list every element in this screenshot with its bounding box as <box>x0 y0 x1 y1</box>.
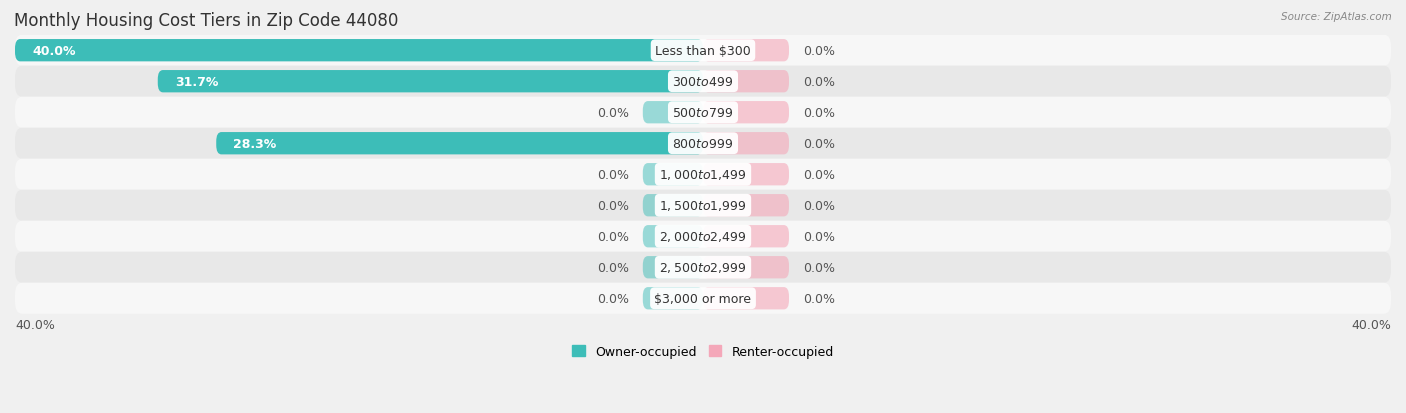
Text: 0.0%: 0.0% <box>803 107 835 119</box>
FancyBboxPatch shape <box>15 40 703 62</box>
FancyBboxPatch shape <box>703 71 789 93</box>
Text: $1,500 to $1,999: $1,500 to $1,999 <box>659 199 747 213</box>
FancyBboxPatch shape <box>703 225 789 248</box>
Text: 0.0%: 0.0% <box>803 261 835 274</box>
FancyBboxPatch shape <box>703 256 789 279</box>
Text: 0.0%: 0.0% <box>803 230 835 243</box>
Text: 0.0%: 0.0% <box>803 76 835 88</box>
FancyBboxPatch shape <box>643 102 703 124</box>
FancyBboxPatch shape <box>643 225 703 248</box>
FancyBboxPatch shape <box>643 287 703 310</box>
FancyBboxPatch shape <box>703 287 789 310</box>
FancyBboxPatch shape <box>15 221 1391 252</box>
Text: Monthly Housing Cost Tiers in Zip Code 44080: Monthly Housing Cost Tiers in Zip Code 4… <box>14 12 398 30</box>
Text: 40.0%: 40.0% <box>15 318 55 332</box>
FancyBboxPatch shape <box>703 133 789 155</box>
Text: 0.0%: 0.0% <box>803 292 835 305</box>
Text: 0.0%: 0.0% <box>598 292 628 305</box>
FancyBboxPatch shape <box>643 256 703 279</box>
FancyBboxPatch shape <box>703 164 789 186</box>
FancyBboxPatch shape <box>157 71 703 93</box>
FancyBboxPatch shape <box>15 190 1391 221</box>
Text: 0.0%: 0.0% <box>803 45 835 57</box>
Text: 0.0%: 0.0% <box>598 107 628 119</box>
FancyBboxPatch shape <box>703 102 789 124</box>
Text: $500 to $799: $500 to $799 <box>672 107 734 119</box>
FancyBboxPatch shape <box>217 133 703 155</box>
FancyBboxPatch shape <box>15 283 1391 314</box>
Text: 31.7%: 31.7% <box>174 76 218 88</box>
FancyBboxPatch shape <box>643 164 703 186</box>
Text: 0.0%: 0.0% <box>598 261 628 274</box>
Text: Less than $300: Less than $300 <box>655 45 751 57</box>
Text: Source: ZipAtlas.com: Source: ZipAtlas.com <box>1281 12 1392 22</box>
Text: 0.0%: 0.0% <box>598 230 628 243</box>
FancyBboxPatch shape <box>15 159 1391 190</box>
FancyBboxPatch shape <box>643 195 703 217</box>
Text: $300 to $499: $300 to $499 <box>672 76 734 88</box>
Text: 0.0%: 0.0% <box>598 199 628 212</box>
FancyBboxPatch shape <box>15 252 1391 283</box>
Text: 0.0%: 0.0% <box>803 199 835 212</box>
Text: $800 to $999: $800 to $999 <box>672 138 734 150</box>
Text: 28.3%: 28.3% <box>233 138 277 150</box>
Text: 40.0%: 40.0% <box>1351 318 1391 332</box>
FancyBboxPatch shape <box>703 40 789 62</box>
Text: $2,500 to $2,999: $2,500 to $2,999 <box>659 261 747 275</box>
Text: $2,000 to $2,499: $2,000 to $2,499 <box>659 230 747 244</box>
Text: 40.0%: 40.0% <box>32 45 76 57</box>
FancyBboxPatch shape <box>15 66 1391 97</box>
FancyBboxPatch shape <box>15 36 1391 66</box>
Text: 0.0%: 0.0% <box>598 169 628 181</box>
FancyBboxPatch shape <box>15 128 1391 159</box>
Text: $3,000 or more: $3,000 or more <box>655 292 751 305</box>
Text: $1,000 to $1,499: $1,000 to $1,499 <box>659 168 747 182</box>
FancyBboxPatch shape <box>703 195 789 217</box>
Legend: Owner-occupied, Renter-occupied: Owner-occupied, Renter-occupied <box>572 345 834 358</box>
Text: 0.0%: 0.0% <box>803 138 835 150</box>
FancyBboxPatch shape <box>15 97 1391 128</box>
Text: 0.0%: 0.0% <box>803 169 835 181</box>
